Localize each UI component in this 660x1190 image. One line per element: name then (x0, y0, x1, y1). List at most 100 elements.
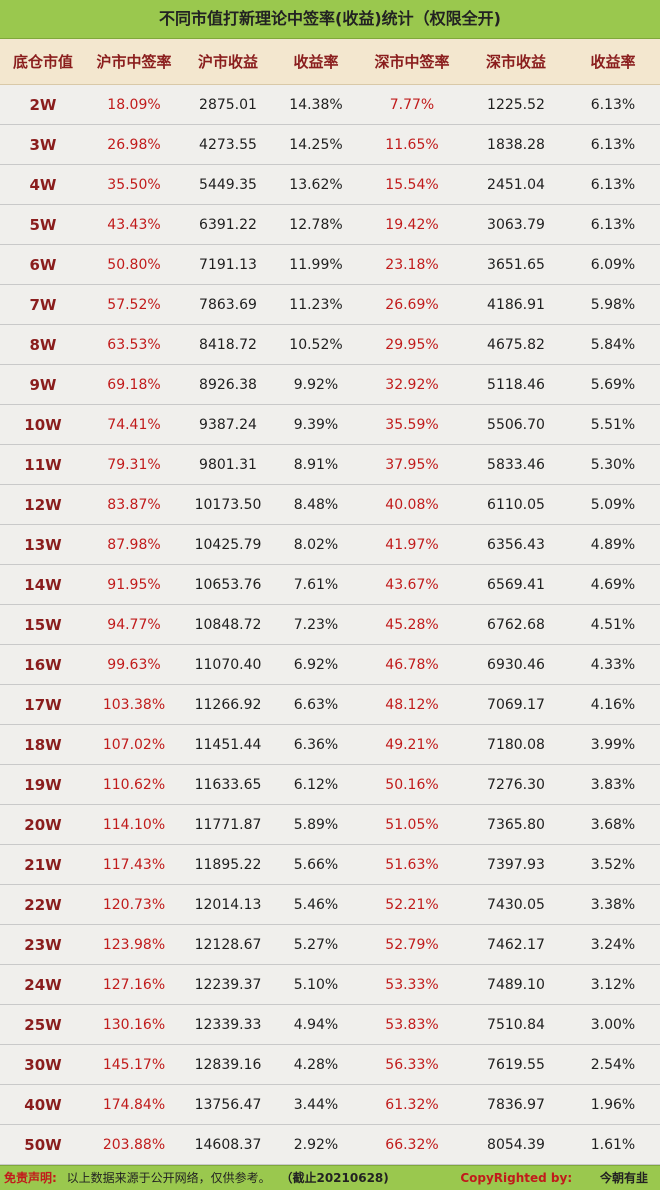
cell-sz-rate: 23.18% (358, 244, 466, 285)
table-row: 15W 94.77% 10848.72 7.23% 45.28% 6762.68 4.51% (0, 604, 660, 645)
cell-sh-return: 10653.76 (182, 564, 274, 605)
cell-sh-yield: 6.92% (274, 644, 358, 685)
cell-sz-rate: 52.79% (358, 924, 466, 965)
cell-sz-return: 7489.10 (466, 964, 566, 1005)
cell-sh-return: 9801.31 (182, 444, 274, 485)
cell-sh-yield: 10.52% (274, 324, 358, 365)
cell-sh-yield: 12.78% (274, 204, 358, 245)
table-row: 50W 203.88% 14608.37 2.92% 66.32% 8054.39 1.61… (0, 1124, 660, 1165)
cell-sh-rate: 69.18% (86, 364, 182, 405)
cell-sh-return: 8926.38 (182, 364, 274, 405)
cell-sh-yield: 2.92% (274, 1124, 358, 1165)
cell-sh-yield: 5.10% (274, 964, 358, 1005)
cell-sz-yield: 4.33% (566, 644, 660, 685)
cell-position-value: 19W (0, 764, 86, 805)
cell-sh-yield: 8.91% (274, 444, 358, 485)
cell-sz-yield: 3.99% (566, 724, 660, 765)
cell-sz-yield: 6.13% (566, 124, 660, 165)
cell-sz-yield: 5.84% (566, 324, 660, 365)
cell-sh-rate: 103.38% (86, 684, 182, 725)
cell-sh-return: 11895.22 (182, 844, 274, 885)
cell-sz-return: 7430.05 (466, 884, 566, 925)
cell-sz-yield: 3.00% (566, 1004, 660, 1045)
cell-sz-yield: 5.09% (566, 484, 660, 525)
cell-sh-yield: 11.23% (274, 284, 358, 325)
cell-sh-rate: 43.43% (86, 204, 182, 245)
header-sz-yield: 收益率 (566, 39, 660, 85)
cell-sh-rate: 123.98% (86, 924, 182, 965)
cell-sh-rate: 50.80% (86, 244, 182, 285)
cell-sh-return: 8418.72 (182, 324, 274, 365)
cell-sh-rate: 83.87% (86, 484, 182, 525)
cell-sh-return: 11633.65 (182, 764, 274, 805)
cell-sz-return: 4675.82 (466, 324, 566, 365)
cell-sz-yield: 3.68% (566, 804, 660, 845)
cell-sh-return: 12239.37 (182, 964, 274, 1005)
cell-sh-yield: 9.92% (274, 364, 358, 405)
cell-position-value: 24W (0, 964, 86, 1005)
cell-sz-yield: 5.69% (566, 364, 660, 405)
cell-sz-yield: 3.38% (566, 884, 660, 925)
cell-position-value: 10W (0, 404, 86, 445)
table-row: 11W 79.31% 9801.31 8.91% 37.95% 5833.46 5.30% (0, 444, 660, 485)
cell-position-value: 12W (0, 484, 86, 525)
cell-sz-return: 7462.17 (466, 924, 566, 965)
table-header-row: 底仓市值 沪市中签率 沪市收益 收益率 深市中签率 深市收益 收益率 (0, 39, 660, 85)
cell-sh-rate: 74.41% (86, 404, 182, 445)
cell-sz-yield: 1.61% (566, 1124, 660, 1165)
cell-position-value: 11W (0, 444, 86, 485)
cell-sh-rate: 79.31% (86, 444, 182, 485)
cell-sh-rate: 114.10% (86, 804, 182, 845)
table-row: 6W 50.80% 7191.13 11.99% 23.18% 3651.65 6.09% (0, 244, 660, 285)
cell-position-value: 15W (0, 604, 86, 645)
cell-sh-return: 11266.92 (182, 684, 274, 725)
cell-sz-rate: 35.59% (358, 404, 466, 445)
cell-sh-rate: 145.17% (86, 1044, 182, 1085)
cell-sh-rate: 99.63% (86, 644, 182, 685)
copyright-label: CopyRighted by: (460, 1171, 573, 1185)
table-row: 12W 83.87% 10173.50 8.48% 40.08% 6110.05 5.09% (0, 484, 660, 525)
cell-sz-yield: 6.13% (566, 204, 660, 245)
cell-sz-return: 7069.17 (466, 684, 566, 725)
cell-sz-yield: 3.52% (566, 844, 660, 885)
copyright: CopyRighted by: 今朝有韭 (460, 1166, 648, 1190)
table-row: 24W 127.16% 12239.37 5.10% 53.33% 7489.10 3.12… (0, 964, 660, 1005)
cell-sh-rate: 107.02% (86, 724, 182, 765)
header-sz-return: 深市收益 (466, 39, 566, 85)
cell-sz-rate: 41.97% (358, 524, 466, 565)
cell-sh-rate: 18.09% (86, 84, 182, 125)
cell-position-value: 23W (0, 924, 86, 965)
cell-sh-yield: 5.27% (274, 924, 358, 965)
cell-sz-rate: 11.65% (358, 124, 466, 165)
cell-sz-rate: 7.77% (358, 84, 466, 125)
cell-sz-return: 7619.55 (466, 1044, 566, 1085)
cell-sz-rate: 51.05% (358, 804, 466, 845)
cell-sh-return: 13756.47 (182, 1084, 274, 1125)
cell-sz-yield: 5.30% (566, 444, 660, 485)
header-sh-rate: 沪市中签率 (86, 39, 182, 85)
cell-sz-return: 4186.91 (466, 284, 566, 325)
cell-sh-yield: 6.36% (274, 724, 358, 765)
cell-sz-return: 7836.97 (466, 1084, 566, 1125)
cell-sz-return: 1838.28 (466, 124, 566, 165)
cell-sh-rate: 57.52% (86, 284, 182, 325)
cell-sz-yield: 4.69% (566, 564, 660, 605)
cell-sz-yield: 3.24% (566, 924, 660, 965)
cell-sh-return: 12128.67 (182, 924, 274, 965)
cell-sh-return: 11771.87 (182, 804, 274, 845)
cell-sz-rate: 29.95% (358, 324, 466, 365)
cell-sh-return: 12014.13 (182, 884, 274, 925)
cell-sh-rate: 26.98% (86, 124, 182, 165)
table-row: 8W 63.53% 8418.72 10.52% 29.95% 4675.82 5.84% (0, 324, 660, 365)
header-sh-yield: 收益率 (274, 39, 358, 85)
cell-position-value: 30W (0, 1044, 86, 1085)
cell-sz-return: 3063.79 (466, 204, 566, 245)
cell-position-value: 18W (0, 724, 86, 765)
table-row: 2W 18.09% 2875.01 14.38% 7.77% 1225.52 6.13% (0, 84, 660, 125)
cell-position-value: 7W (0, 284, 86, 325)
cell-position-value: 6W (0, 244, 86, 285)
cell-sz-rate: 32.92% (358, 364, 466, 405)
cell-sh-rate: 35.50% (86, 164, 182, 205)
cell-sh-yield: 5.46% (274, 884, 358, 925)
cell-sz-rate: 19.42% (358, 204, 466, 245)
